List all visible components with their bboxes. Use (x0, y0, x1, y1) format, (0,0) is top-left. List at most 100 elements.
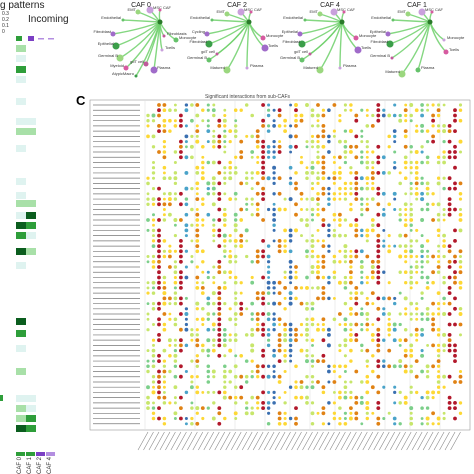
interaction-dot (217, 270, 222, 275)
interaction-dot (157, 259, 161, 264)
interaction-dot (234, 218, 238, 222)
interaction-dot (223, 223, 227, 227)
interaction-dot (332, 218, 336, 222)
interaction-dot (211, 322, 216, 327)
x-tick-label-glyph (230, 431, 242, 451)
interaction-dot (327, 186, 331, 191)
interaction-dot (157, 113, 161, 118)
interaction-dot (447, 374, 452, 379)
x-tick-label-glyph (148, 431, 160, 451)
interaction-dot (387, 249, 392, 254)
interaction-dot (453, 129, 457, 134)
interaction-dot (365, 114, 369, 117)
interaction-dot (370, 265, 375, 269)
interaction-dot (299, 301, 304, 306)
interaction-dot (294, 186, 298, 191)
interaction-dot (414, 108, 419, 113)
interaction-dot (360, 150, 364, 154)
interaction-dot (447, 186, 452, 191)
interaction-dot (387, 317, 391, 321)
network-node-label: Monocyte (179, 35, 197, 40)
interaction-dot (387, 333, 391, 337)
interaction-dot (173, 343, 177, 347)
interaction-dot (321, 286, 326, 290)
interaction-dot (277, 150, 282, 154)
interaction-dot (184, 170, 189, 175)
x-tick-label-glyph (400, 431, 412, 451)
interaction-dot (190, 223, 194, 227)
interaction-dot (343, 129, 348, 133)
interaction-dot (360, 134, 364, 138)
interaction-dot (250, 348, 255, 353)
interaction-dot (305, 140, 309, 144)
interaction-dot (420, 270, 424, 274)
interaction-dot (442, 176, 446, 180)
interaction-dot (316, 197, 320, 202)
interaction-dot (244, 103, 249, 107)
interaction-dot (338, 323, 342, 326)
interaction-dot (179, 218, 183, 222)
interaction-dot (266, 312, 271, 316)
interaction-dot (376, 160, 381, 165)
interaction-dot (338, 119, 342, 123)
interaction-dot (453, 280, 457, 285)
interaction-dot (316, 228, 320, 232)
interaction-dot (157, 265, 161, 269)
network-node-label: AtypicMacro (112, 71, 135, 76)
interaction-dot (299, 322, 304, 327)
interaction-dot (272, 202, 276, 206)
x-tick-label-glyph (357, 431, 368, 451)
x-tick-label-glyph (450, 431, 461, 451)
interaction-dot (365, 400, 370, 405)
interaction-dot (234, 317, 238, 321)
interaction-dot (266, 317, 271, 322)
interaction-dot (157, 218, 161, 222)
interaction-dot (157, 322, 161, 327)
network-node-label: Monocyte (266, 33, 284, 38)
interaction-dot (206, 369, 211, 374)
interaction-dot (431, 118, 435, 123)
interaction-dot (458, 307, 463, 311)
interaction-dot (393, 296, 397, 300)
interaction-dot (354, 218, 359, 222)
interaction-dot (261, 171, 265, 175)
x-tick-label-glyph (340, 431, 352, 451)
interaction-dot (415, 270, 419, 274)
interaction-dot (239, 385, 244, 390)
interaction-dot (239, 281, 243, 285)
interaction-dot (277, 280, 282, 285)
interaction-dot (211, 181, 216, 186)
interaction-dot (321, 275, 326, 280)
interaction-dot (403, 364, 408, 369)
interaction-dot (250, 187, 254, 191)
interaction-dot (223, 301, 227, 306)
interaction-dot (201, 197, 205, 201)
interaction-dot (167, 212, 172, 217)
interaction-dot (305, 176, 309, 180)
interaction-dot (404, 103, 408, 107)
interaction-dot (360, 343, 364, 348)
interaction-dot (294, 108, 298, 113)
interaction-dot (299, 385, 304, 390)
interaction-dot (212, 218, 216, 222)
interaction-dot (354, 233, 359, 238)
interaction-dot (376, 348, 381, 353)
interaction-dot (152, 401, 155, 405)
interaction-dot (283, 244, 287, 248)
interaction-dot (305, 374, 309, 379)
interaction-dot (442, 416, 446, 421)
panel-letter-c: C (76, 93, 86, 108)
interaction-dot (250, 150, 255, 154)
interaction-dot (173, 385, 178, 390)
x-tick-label-glyph (258, 431, 269, 451)
interaction-dot (326, 343, 331, 348)
interaction-dot (414, 374, 419, 379)
signaling-patterns-title: g patterns (0, 0, 45, 11)
interaction-dot (365, 181, 369, 185)
interaction-dot (409, 254, 413, 259)
interaction-dot (316, 359, 320, 363)
interaction-dot (288, 296, 293, 301)
interaction-dot (200, 176, 205, 181)
interaction-dot (327, 280, 331, 285)
interaction-dot (316, 202, 320, 206)
